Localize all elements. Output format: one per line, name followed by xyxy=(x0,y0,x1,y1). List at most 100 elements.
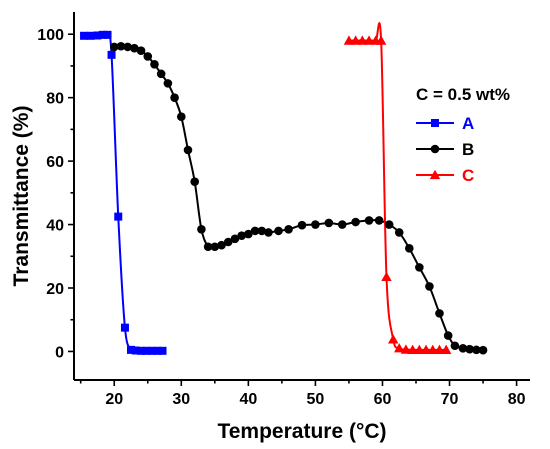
x-ticks: 20 30 40 50 60 70 80 xyxy=(79,380,526,408)
point-b-14 xyxy=(203,242,213,252)
point-b-24 xyxy=(274,226,283,236)
point-c-9 xyxy=(400,344,412,354)
x-tick-label-80: 80 xyxy=(508,391,526,408)
legend-label-c: C xyxy=(462,166,474,185)
point-b-10 xyxy=(176,112,186,121)
point-a-7 xyxy=(120,323,129,332)
point-a-9 xyxy=(131,346,140,355)
x-axis-title: Temperature (°C) xyxy=(217,420,386,443)
legend-label-a: A xyxy=(462,114,474,133)
point-a-0 xyxy=(80,31,89,40)
series-line-c xyxy=(348,22,447,351)
point-b-28 xyxy=(324,218,334,228)
legend-marker-a xyxy=(431,119,439,127)
point-c-6 xyxy=(381,271,392,282)
point-c-2 xyxy=(357,35,368,45)
point-c-1 xyxy=(350,35,361,45)
y-ticks: 0 20 40 60 80 100 xyxy=(37,27,74,361)
point-b-1 xyxy=(116,41,126,51)
point-a-10 xyxy=(137,346,146,355)
point-b-5 xyxy=(143,52,153,61)
x-tick-label-60: 60 xyxy=(374,391,392,408)
point-b-16 xyxy=(217,240,226,250)
x-tick-label-30: 30 xyxy=(172,391,190,408)
point-b-7 xyxy=(156,69,166,79)
point-b-21 xyxy=(250,226,260,236)
point-b-23 xyxy=(264,228,273,237)
y-tick-label-0: 0 xyxy=(55,344,64,361)
point-b-33 xyxy=(384,220,394,229)
point-a-4 xyxy=(103,30,112,39)
x-tick-label-70: 70 xyxy=(441,391,459,408)
point-b-6 xyxy=(150,60,159,69)
point-b-44 xyxy=(478,345,488,355)
y-tick-label-20: 20 xyxy=(46,281,64,298)
point-c-13 xyxy=(427,344,438,355)
point-b-15 xyxy=(210,242,220,252)
point-b-13 xyxy=(197,225,206,234)
point-b-19 xyxy=(237,231,246,240)
point-b-27 xyxy=(311,220,320,229)
series-line-a xyxy=(84,32,163,353)
point-c-10 xyxy=(407,344,418,355)
y-tick-label-80: 80 xyxy=(46,91,64,108)
point-b-31 xyxy=(364,216,374,225)
point-b-20 xyxy=(244,229,253,239)
point-c-0 xyxy=(343,35,355,45)
legend-label-b: B xyxy=(462,140,474,159)
point-b-26 xyxy=(297,220,307,230)
point-c-8 xyxy=(394,343,405,353)
point-b-17 xyxy=(223,237,233,247)
point-b-39 xyxy=(443,331,453,340)
point-c-3 xyxy=(363,35,375,45)
point-b-11 xyxy=(183,145,193,155)
point-a-14 xyxy=(158,346,167,355)
legend: C = 0.5 wt% ABC xyxy=(416,85,510,185)
legend-title: C = 0.5 wt% xyxy=(416,85,510,104)
plot-markers xyxy=(80,30,488,355)
y-tick-label-40: 40 xyxy=(46,218,64,235)
point-c-11 xyxy=(414,344,425,355)
point-a-8 xyxy=(127,345,135,354)
point-a-3 xyxy=(98,30,107,39)
legend-marker-b xyxy=(430,144,440,154)
series-markers-b xyxy=(109,41,488,355)
point-a-1 xyxy=(86,31,95,40)
point-b-32 xyxy=(374,216,384,225)
point-c-5 xyxy=(375,35,387,45)
point-c-15 xyxy=(440,344,452,355)
point-b-18 xyxy=(230,234,240,244)
point-b-41 xyxy=(458,343,468,353)
point-b-30 xyxy=(351,217,360,227)
point-b-4 xyxy=(136,46,146,56)
point-b-43 xyxy=(472,345,481,355)
point-b-8 xyxy=(163,79,173,88)
y-tick-label-60: 60 xyxy=(46,154,64,171)
point-b-42 xyxy=(465,344,474,354)
point-c-12 xyxy=(420,344,432,355)
point-a-2 xyxy=(93,31,102,40)
point-b-22 xyxy=(257,226,267,236)
y-axis-title: Transmittance (%) xyxy=(10,106,33,287)
point-b-36 xyxy=(415,263,424,272)
point-b-12 xyxy=(190,177,200,187)
y-tick-label-100: 100 xyxy=(37,27,64,44)
plot-lines xyxy=(84,22,484,353)
point-b-3 xyxy=(130,43,139,53)
point-b-0 xyxy=(109,42,119,52)
axes xyxy=(73,12,530,381)
point-b-35 xyxy=(404,244,414,253)
x-tick-label-20: 20 xyxy=(105,391,123,408)
series-markers-c xyxy=(343,35,452,355)
point-c-14 xyxy=(434,344,445,355)
point-b-34 xyxy=(394,228,404,237)
point-b-9 xyxy=(170,93,179,102)
x-tick-label-50: 50 xyxy=(307,391,325,408)
point-b-29 xyxy=(337,220,347,229)
point-b-25 xyxy=(284,225,293,234)
series-markers-a xyxy=(80,30,167,355)
point-b-38 xyxy=(435,309,444,318)
point-a-12 xyxy=(147,346,156,355)
point-b-40 xyxy=(450,341,460,351)
